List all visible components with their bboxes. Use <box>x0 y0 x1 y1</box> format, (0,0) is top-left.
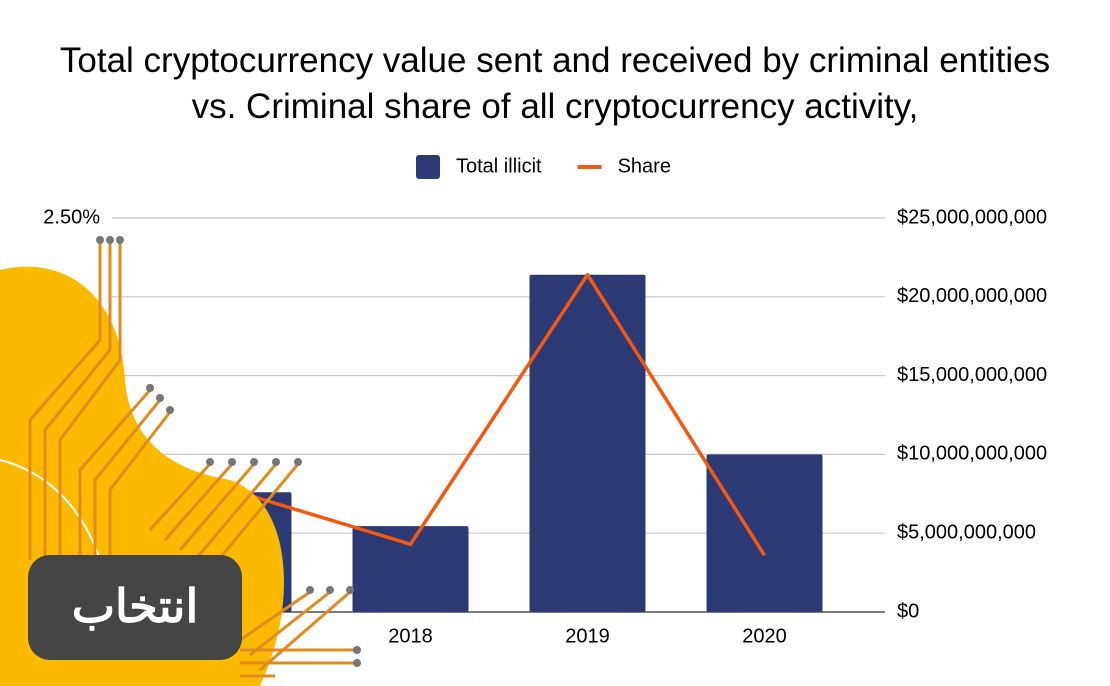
decoration: انتخاب <box>0 236 361 686</box>
y2-tick-label: $25,000,000,000 <box>897 206 1047 228</box>
y2-tick-label: $5,000,000,000 <box>897 521 1036 543</box>
y2-tick-label: $15,000,000,000 <box>897 364 1047 386</box>
logo-box <box>28 555 242 660</box>
y2-tick-label: $10,000,000,000 <box>897 443 1047 465</box>
y2-tick-label: $0 <box>897 600 919 622</box>
legend-label: Total illicit <box>456 155 542 177</box>
bar <box>352 526 469 612</box>
bar <box>706 454 823 612</box>
curve <box>0 459 101 561</box>
legend-swatch <box>416 155 440 179</box>
legend-label: Share <box>618 155 671 177</box>
y2-tick-label: $20,000,000,000 <box>897 285 1047 307</box>
x-tick-label: 2020 <box>742 625 787 647</box>
bar <box>529 274 646 612</box>
x-tick-label: 2018 <box>388 625 433 647</box>
line <box>232 272 766 557</box>
circuit-dots <box>96 236 361 667</box>
logo-text: انتخاب <box>72 580 198 632</box>
circuit <box>28 242 355 678</box>
chart-title: Total cryptocurrency value sent and rece… <box>59 41 1051 126</box>
x-tick-label: 2019 <box>565 625 610 647</box>
y-tick-label: 2.50% <box>43 206 100 228</box>
